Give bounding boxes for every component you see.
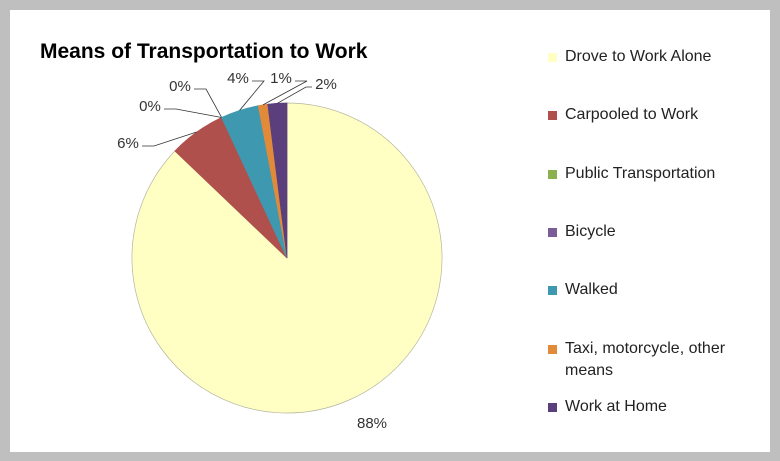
legend-label: Drove to Work Alone	[565, 48, 712, 65]
legend-swatch	[548, 403, 557, 412]
data-label: 4%	[227, 70, 249, 87]
legend-label: Walked	[565, 281, 618, 298]
chart: Means of Transportation to Work 88% 6% 0% 0…	[40, 40, 443, 432]
leader-line	[142, 131, 197, 147]
legend-label: Carpooled to Work	[565, 106, 699, 123]
data-label: 1%	[270, 70, 292, 87]
leader-line	[164, 108, 222, 118]
data-label: 6%	[117, 135, 139, 152]
legend-swatch	[548, 228, 557, 237]
legend-swatch	[548, 286, 557, 295]
chart-panel: Means of Transportation to Work 88% 6% 0% 0…	[10, 10, 770, 452]
data-label: 88%	[357, 415, 387, 432]
legend-item: Drove to Work Alone	[548, 46, 763, 68]
legend-label: Public Transportation	[565, 165, 716, 182]
legend-label: Work at Home	[565, 398, 667, 415]
leader-line	[277, 86, 312, 104]
legend-item: Bicycle	[548, 221, 763, 243]
legend-item: Walked	[548, 279, 763, 301]
leader-line	[194, 88, 222, 118]
legend-swatch	[548, 53, 557, 62]
legend-swatch	[548, 170, 557, 179]
legend-item: Work at Home	[548, 396, 763, 418]
legend-item: Taxi, motorcycle, other means	[548, 338, 763, 382]
legend-swatch	[548, 111, 557, 120]
data-label: 0%	[139, 98, 161, 115]
legend-label: Taxi, motorcycle, other means	[565, 340, 726, 379]
data-label: 2%	[315, 76, 337, 93]
legend-label: Bicycle	[565, 223, 616, 240]
legend-swatch	[548, 345, 557, 354]
leader-line	[239, 80, 265, 111]
data-label: 0%	[169, 78, 191, 95]
chart-title: Means of Transportation to Work	[40, 40, 368, 63]
legend-item: Carpooled to Work	[548, 104, 763, 126]
leader-line	[262, 80, 308, 106]
legend-item: Public Transportation	[548, 163, 763, 185]
